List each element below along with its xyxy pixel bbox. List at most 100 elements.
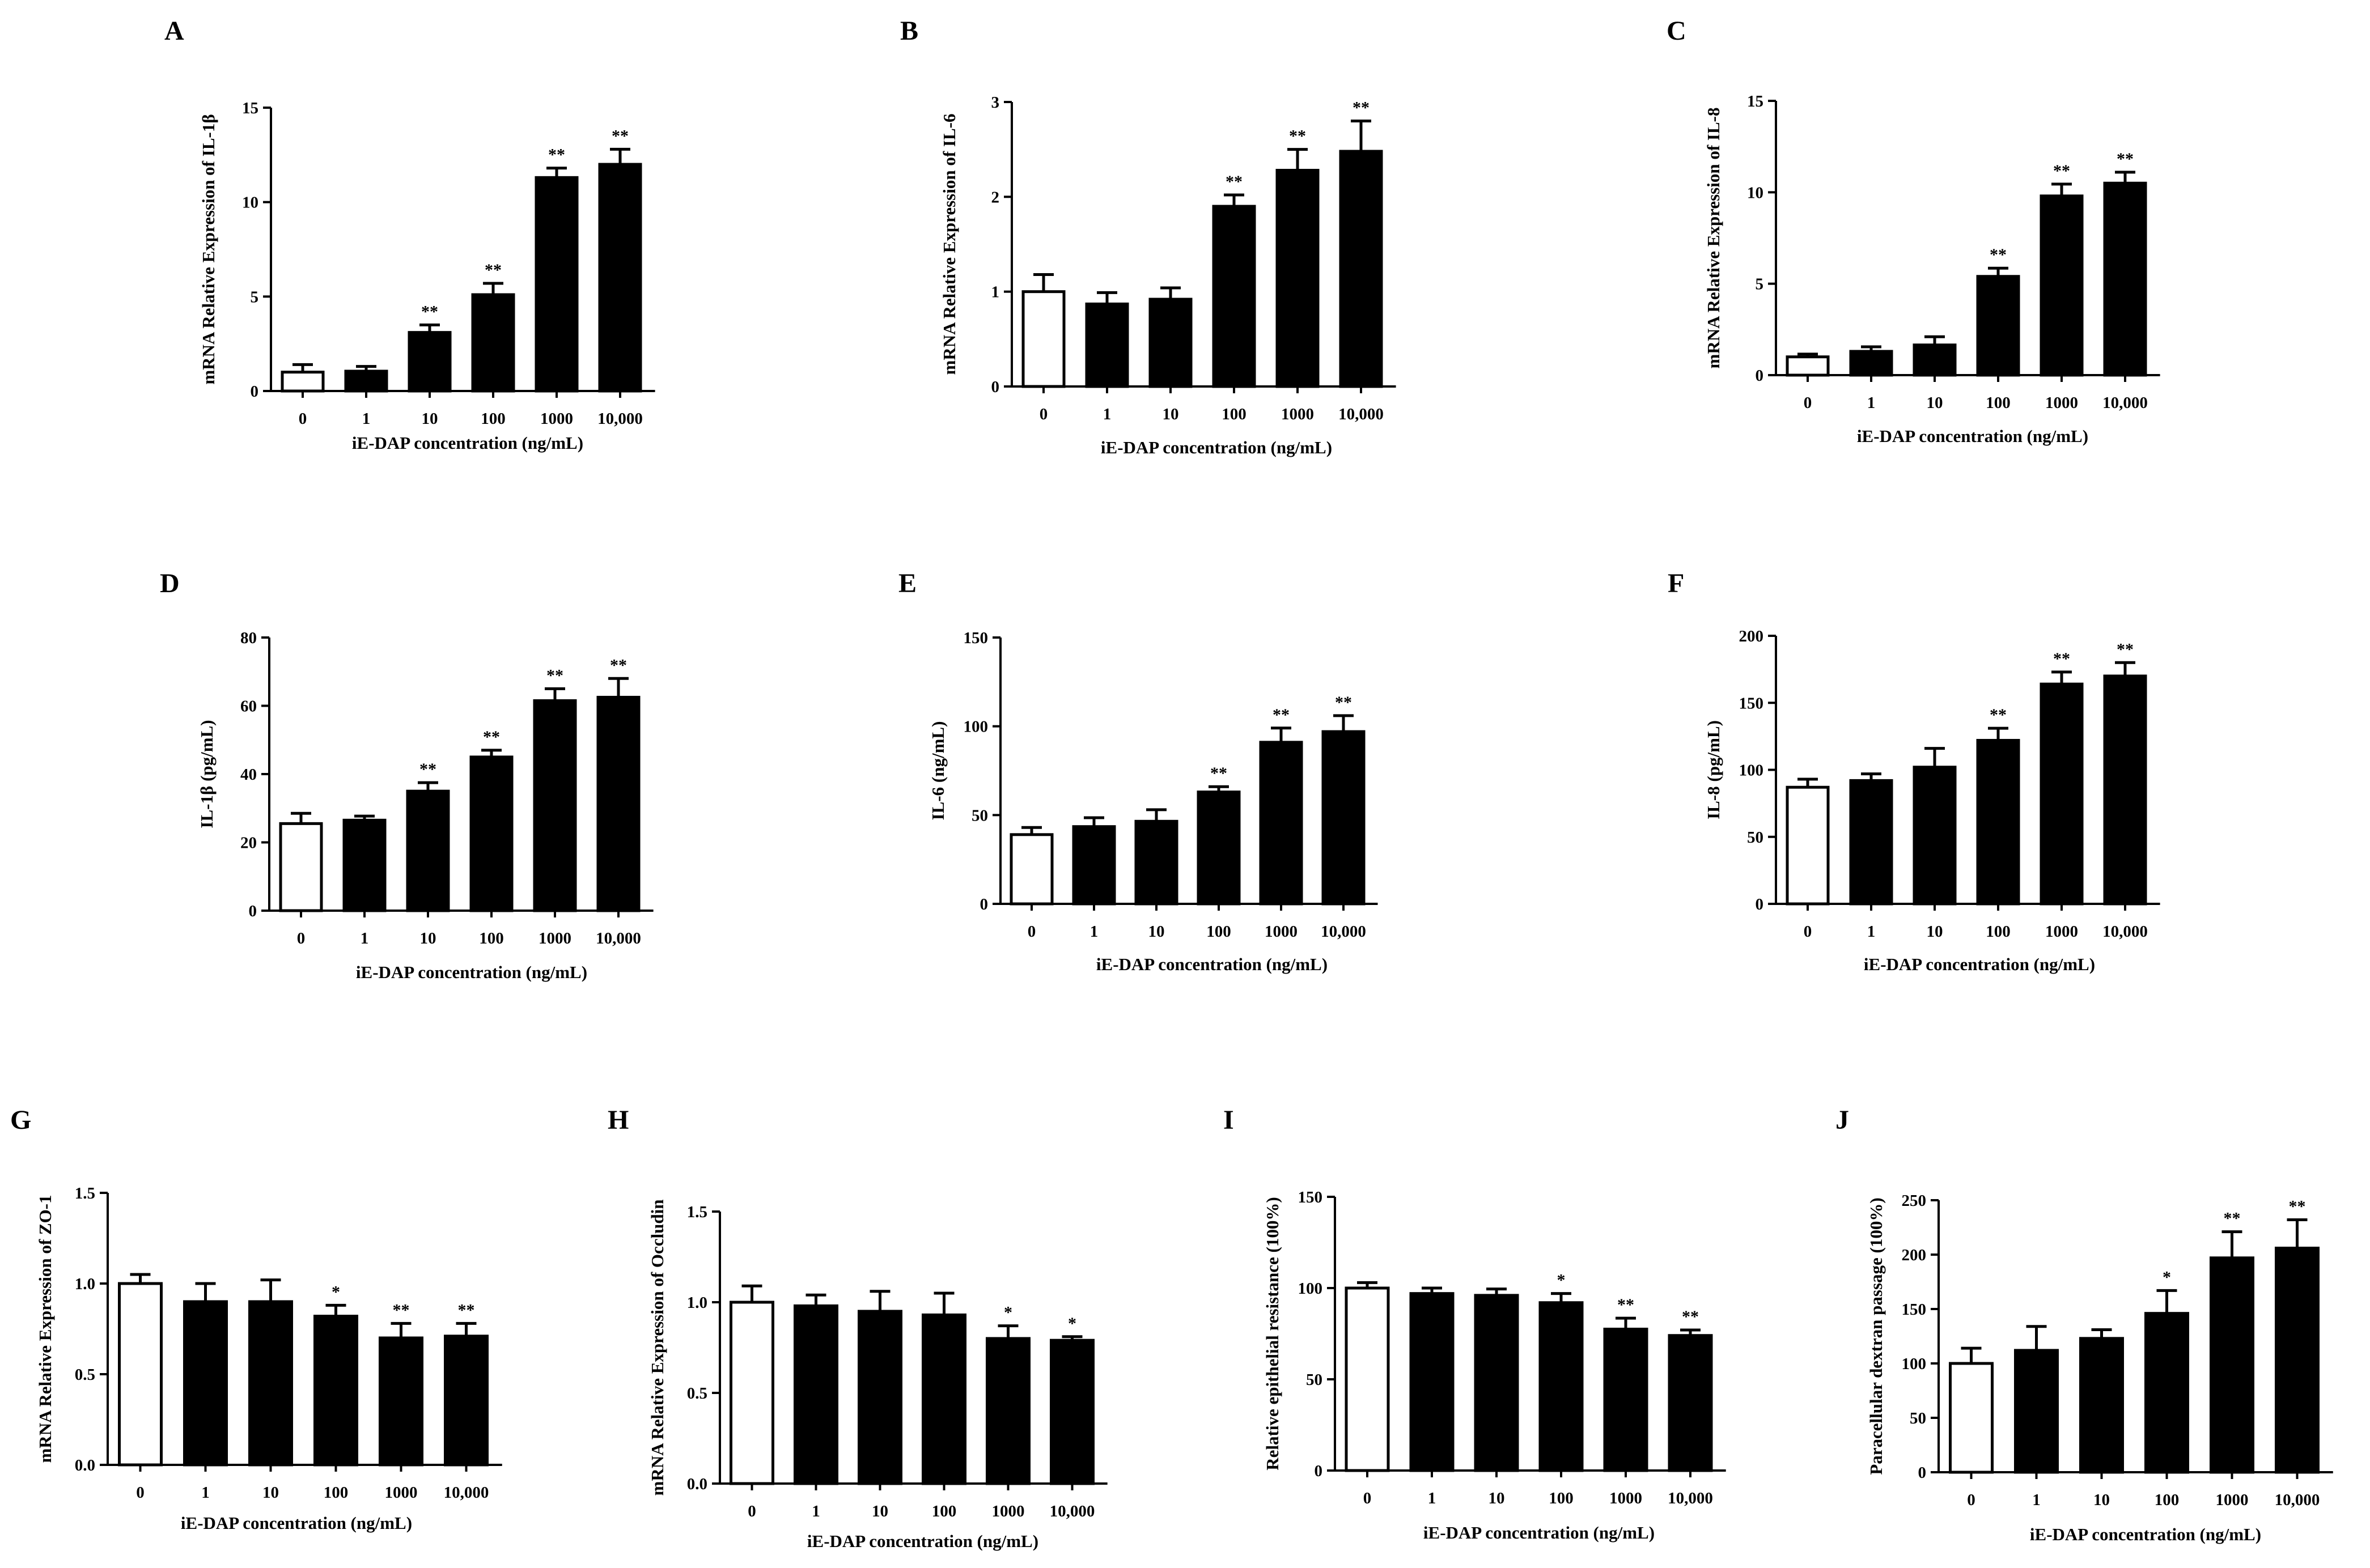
significance-label-d: ** xyxy=(419,760,436,779)
x-tick-label-i: 1000 xyxy=(1609,1489,1642,1507)
y-tick-label-g: 1.5 xyxy=(75,1184,95,1202)
x-tick-label-j: 100 xyxy=(2155,1491,2180,1509)
y-tick-label-d: 60 xyxy=(240,698,257,716)
significance-label-f: ** xyxy=(2053,649,2070,668)
y-axis-label-f: IL-8 (pg/mL) xyxy=(1703,720,1723,819)
bar-a xyxy=(471,293,515,393)
bar-b xyxy=(1148,298,1193,388)
x-tick-label-d: 1000 xyxy=(539,929,571,947)
x-tick-label-b: 100 xyxy=(1222,405,1247,423)
x-tick-label-d: 10,000 xyxy=(596,929,641,947)
panel-letter-i: I xyxy=(1223,1105,1234,1135)
bar-g xyxy=(379,1336,423,1467)
y-tick-label-a: 5 xyxy=(251,288,259,306)
bar-b xyxy=(1212,205,1256,388)
y-tick-label-h: 0.0 xyxy=(687,1475,707,1493)
y-tick-label-j: 0 xyxy=(1918,1464,1927,1482)
bar-h xyxy=(922,1313,966,1485)
x-tick-label-h: 10,000 xyxy=(1050,1502,1095,1520)
x-tick-label-c: 0 xyxy=(1804,394,1812,412)
bar-c xyxy=(2040,194,2084,377)
y-axis-label-g: mRNA Relative Expression of ZO-1 xyxy=(35,1195,55,1463)
bar-f xyxy=(1849,779,1893,906)
y-tick-label-c: 15 xyxy=(1747,92,1763,111)
bar-h xyxy=(794,1304,838,1485)
significance-label-d: ** xyxy=(483,728,500,746)
x-tick-label-j: 10,000 xyxy=(2275,1491,2320,1509)
x-tick-label-g: 1 xyxy=(201,1484,210,1502)
bar-c xyxy=(1976,275,2020,377)
x-tick-label-i: 100 xyxy=(1549,1489,1574,1507)
significance-label-g: ** xyxy=(393,1301,410,1319)
chart-panel-d: D 0 20 40 60 80 0 1 10 ** 100 ** 1000 ** 10,000 ** iE-DA… xyxy=(160,568,654,982)
bar-h xyxy=(986,1337,1031,1485)
x-tick-label-g: 0 xyxy=(136,1484,145,1502)
bar-i xyxy=(1668,1334,1713,1472)
y-axis-label-h: mRNA Relative Expression of Occludin xyxy=(647,1200,667,1496)
x-tick-label-a: 0 xyxy=(299,410,307,428)
x-tick-label-j: 0 xyxy=(1967,1491,1975,1509)
x-tick-label-e: 100 xyxy=(1206,923,1231,941)
y-tick-label-b: 2 xyxy=(991,188,1000,206)
x-axis-label-e: iE-DAP concentration (ng/mL) xyxy=(1096,954,1328,974)
y-tick-label-f: 150 xyxy=(1739,694,1764,712)
x-tick-label-a: 100 xyxy=(481,410,506,428)
significance-label-b: ** xyxy=(1353,98,1370,117)
x-tick-label-j: 10 xyxy=(2093,1491,2110,1509)
bar-i xyxy=(1538,1301,1584,1472)
bar-b xyxy=(1085,302,1129,388)
significance-label-g: * xyxy=(332,1282,340,1301)
y-tick-label-b: 3 xyxy=(991,94,1000,112)
x-tick-label-j: 1000 xyxy=(2216,1491,2249,1509)
x-tick-label-g: 100 xyxy=(324,1484,349,1502)
y-tick-label-i: 50 xyxy=(1306,1371,1322,1389)
significance-label-j: * xyxy=(2163,1268,2171,1286)
panel-letter-h: H xyxy=(608,1105,629,1135)
significance-label-f: ** xyxy=(1990,706,2007,724)
x-tick-label-i: 1 xyxy=(1428,1489,1436,1507)
panel-letter-c: C xyxy=(1667,16,1686,46)
y-axis-label-b: mRNA Relative Expression of IL-6 xyxy=(939,114,959,375)
x-tick-label-e: 0 xyxy=(1028,923,1036,941)
bar-e xyxy=(1134,819,1178,906)
bar-h xyxy=(858,1310,902,1485)
chart-panel-h: H 0.0 0.5 1.0 1.5 0 1 10 100 1000 * 10,000 * iE-DAP c… xyxy=(608,1105,1108,1551)
bar-c xyxy=(1913,343,1957,377)
bar-i xyxy=(1409,1292,1455,1472)
chart-panel-i: I 0 50 100 150 0 1 10 100 * 1000 ** 10,000 ** iE-DAP c… xyxy=(1223,1105,1726,1542)
x-tick-label-c: 1000 xyxy=(2045,394,2078,412)
x-tick-label-e: 1 xyxy=(1090,923,1099,941)
significance-label-j: ** xyxy=(2224,1209,2241,1228)
x-tick-label-f: 10 xyxy=(1927,923,1943,941)
bar-i xyxy=(1603,1327,1648,1472)
x-axis-label-h: iE-DAP concentration (ng/mL) xyxy=(807,1531,1038,1551)
bar-b xyxy=(1339,150,1383,388)
x-axis-label-g: iE-DAP concentration (ng/mL) xyxy=(181,1513,412,1533)
x-tick-label-d: 10 xyxy=(420,929,436,947)
y-tick-label-j: 50 xyxy=(1910,1409,1926,1427)
bar-d xyxy=(279,822,323,912)
chart-panel-g: G 0.0 0.5 1.0 1.5 0 1 10 100 * 1000 ** 10,000 ** iE-DA… xyxy=(10,1105,502,1533)
bar-d xyxy=(596,695,641,912)
y-tick-label-h: 0.5 xyxy=(687,1384,707,1403)
chart-panel-a: A 0 5 10 15 0 1 10 ** 100 ** 1000 ** 10,000 ** iE-DAP c… xyxy=(164,16,655,453)
panel-letter-e: E xyxy=(898,568,917,598)
bar-j xyxy=(2210,1256,2254,1474)
x-axis-label-c: iE-DAP concentration (ng/mL) xyxy=(1857,426,2088,446)
significance-label-a: ** xyxy=(548,146,565,164)
y-tick-label-c: 5 xyxy=(1756,275,1764,294)
chart-panel-e: E 0 50 100 150 0 1 10 100 ** 1000 ** 10,000 ** iE-DAP … xyxy=(898,568,1378,974)
bar-j xyxy=(2079,1337,2124,1474)
panel-letter-f: F xyxy=(1668,568,1684,598)
chart-panel-j: J 0 50 100 150 200 250 0 1 10 100 * 1000 ** 10,000 ** iE… xyxy=(1835,1105,2333,1544)
bar-a xyxy=(344,369,388,393)
bar-i xyxy=(1474,1294,1519,1472)
bar-f xyxy=(2103,674,2147,906)
significance-label-i: * xyxy=(1557,1271,1566,1290)
y-tick-label-e: 0 xyxy=(980,895,989,913)
significance-label-b: ** xyxy=(1289,127,1306,146)
significance-label-d: ** xyxy=(546,666,563,685)
bar-d xyxy=(342,818,387,912)
x-tick-label-f: 10,000 xyxy=(2102,923,2148,941)
